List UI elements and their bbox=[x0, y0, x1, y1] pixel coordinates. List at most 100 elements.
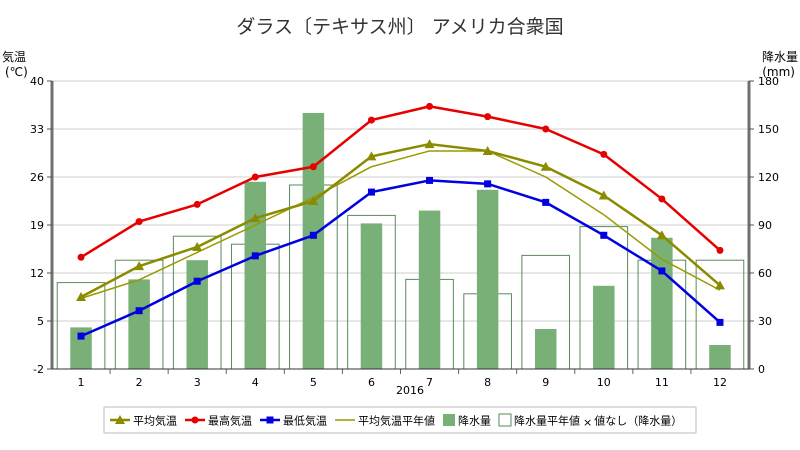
x-tick-label: 3 bbox=[194, 376, 201, 389]
precipitation-bar bbox=[186, 260, 208, 369]
legend-label: 降水量平年値 bbox=[514, 414, 580, 428]
x-tick-label: 1 bbox=[78, 376, 85, 389]
temperature-lines bbox=[76, 102, 725, 340]
max-temp-point bbox=[658, 195, 666, 203]
precipitation-bar bbox=[476, 189, 499, 369]
avg-temp-point bbox=[134, 261, 145, 271]
normal-precipitation-bars bbox=[56, 184, 745, 370]
max-temp-point bbox=[193, 200, 201, 208]
chart-title: ダラス〔テキサス州〕 アメリカ合衆国 bbox=[236, 16, 563, 38]
legend-label: 最高気温 bbox=[208, 414, 252, 428]
normal-average-temp-line bbox=[80, 150, 721, 300]
precipitation-bar bbox=[651, 237, 673, 369]
min-temp-point bbox=[426, 176, 434, 184]
avg-temp-point bbox=[656, 230, 667, 240]
gridlines bbox=[51, 80, 750, 370]
avg-temp-point bbox=[482, 145, 493, 155]
max-temp-point bbox=[600, 150, 608, 158]
avg-temp-point bbox=[76, 292, 87, 301]
right-tick-label: 150 bbox=[758, 123, 779, 136]
precipitation-bar bbox=[70, 327, 92, 369]
avg-temp-point bbox=[714, 280, 725, 290]
x-tick-label: 10 bbox=[597, 376, 611, 389]
avg-temp-point bbox=[308, 196, 319, 205]
min-temp-point bbox=[135, 307, 143, 315]
avg-temp-point bbox=[366, 151, 377, 161]
right-tick-label: 30 bbox=[758, 315, 772, 328]
precipitation-bar bbox=[244, 181, 267, 369]
right-tick-label: 60 bbox=[758, 267, 772, 280]
legend-label: 降水量 bbox=[458, 414, 491, 428]
legend-label: 最低気温 bbox=[283, 414, 327, 428]
max-temp-point bbox=[542, 125, 550, 133]
left-tick-label: 40 bbox=[30, 75, 44, 88]
legend-note-text: 値なし（降水量） bbox=[594, 414, 682, 428]
max-temp-point bbox=[251, 173, 259, 181]
temp-line bbox=[80, 179, 721, 338]
x-axis-year-label: 2016 bbox=[396, 384, 424, 397]
right-axis-title-line1: 降水量 bbox=[762, 50, 798, 64]
right-tick-label: 180 bbox=[758, 75, 779, 88]
x-tick-label: 11 bbox=[655, 376, 669, 389]
x-tick-label: 6 bbox=[368, 376, 375, 389]
precipitation-bar bbox=[302, 113, 325, 369]
max-temp-point bbox=[77, 253, 85, 261]
precipitation-bars bbox=[70, 113, 731, 369]
x-tick-label: 4 bbox=[252, 376, 259, 389]
min-temp-point bbox=[658, 267, 666, 275]
legend-bar-swatch bbox=[443, 414, 455, 426]
min-temp-point bbox=[542, 198, 550, 206]
avg-temp-point bbox=[540, 161, 551, 171]
max-temp-point bbox=[309, 163, 317, 171]
legend-outline-swatch bbox=[498, 413, 512, 427]
legend-label: 平均気温 bbox=[133, 414, 177, 428]
max-temp-point bbox=[484, 113, 492, 121]
left-tick-label: 5 bbox=[37, 315, 44, 328]
right-axis-title-line2: (mm) bbox=[762, 65, 795, 79]
left-tick-label: 12 bbox=[30, 267, 44, 280]
axes bbox=[47, 80, 754, 374]
left-tick-label: 26 bbox=[30, 171, 44, 184]
min-temp-point bbox=[309, 231, 317, 239]
max-temp-point bbox=[426, 102, 434, 110]
left-tick-label: 19 bbox=[30, 219, 44, 232]
x-tick-label: 12 bbox=[713, 376, 727, 389]
left-axis-title-line2: (℃) bbox=[5, 65, 28, 79]
avg-temp-point bbox=[598, 190, 609, 200]
x-tick-label: 8 bbox=[484, 376, 491, 389]
legend-marker-circle bbox=[191, 416, 199, 424]
min-temp-point bbox=[77, 332, 85, 340]
min-temp-point bbox=[484, 180, 492, 188]
min-temp-point bbox=[600, 231, 608, 239]
min-temp-point bbox=[716, 318, 724, 326]
precipitation-bar bbox=[534, 329, 557, 369]
x-tick-label: 9 bbox=[542, 376, 549, 389]
right-tick-label: 120 bbox=[758, 171, 779, 184]
left-tick-label: -2 bbox=[33, 363, 44, 376]
precipitation-bar bbox=[418, 210, 441, 369]
legend: 平均気温 最高気温 最低気温 平均気温平年値 降水量 降水量平年値 × 値なし（降水量） bbox=[103, 406, 697, 434]
temp-line bbox=[80, 105, 721, 259]
legend-label: 平均気温平年値 bbox=[358, 414, 435, 428]
x-tick-label: 2 bbox=[136, 376, 143, 389]
avg-temp-point bbox=[424, 139, 435, 149]
precipitation-bar bbox=[128, 279, 150, 369]
precipitation-bar bbox=[709, 345, 731, 369]
avg-temp-point bbox=[192, 241, 203, 251]
max-temp-point bbox=[135, 218, 143, 226]
min-temp-point bbox=[193, 277, 201, 285]
left-tick-label: 33 bbox=[30, 123, 44, 136]
legend-marker-square bbox=[266, 416, 274, 424]
temp-line bbox=[80, 142, 721, 299]
max-temp-point bbox=[716, 246, 724, 254]
min-temp-point bbox=[251, 252, 259, 260]
legend-marker-triangle bbox=[115, 415, 125, 424]
max-temp-point bbox=[367, 116, 375, 124]
right-tick-label: 90 bbox=[758, 219, 772, 232]
avg-temp-point bbox=[250, 213, 261, 223]
left-axis-title-line1: 気温 bbox=[2, 49, 26, 64]
precipitation-bar bbox=[360, 223, 383, 369]
right-tick-label: 0 bbox=[758, 363, 765, 376]
